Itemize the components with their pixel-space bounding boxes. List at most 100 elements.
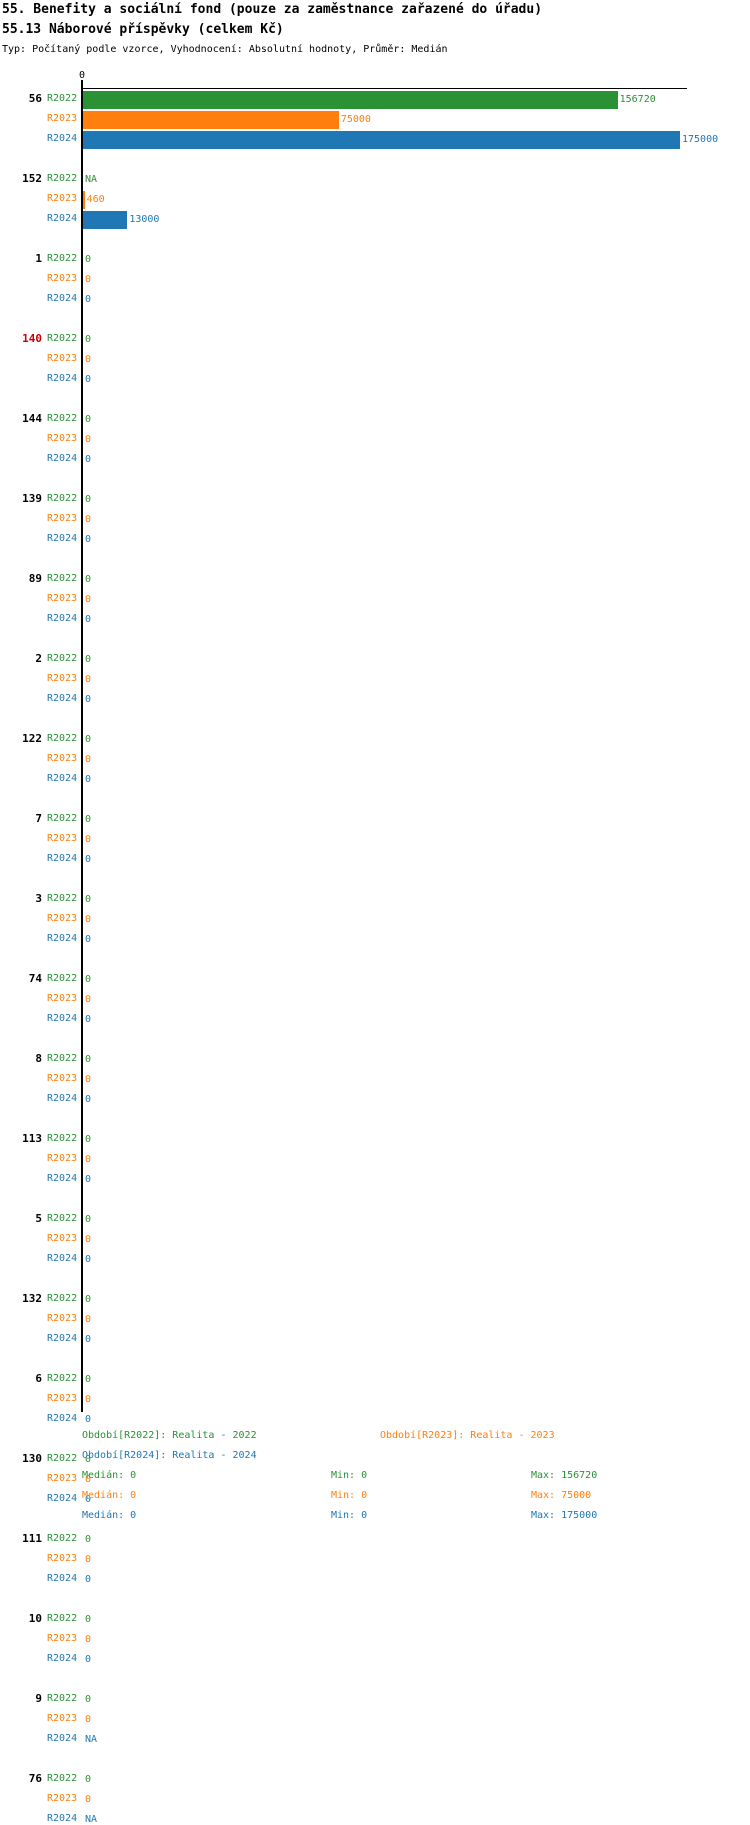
- series-label: R2022: [47, 93, 78, 104]
- bar-value-label: 0: [85, 1094, 92, 1105]
- series-label: R2024: [47, 213, 78, 224]
- bar-value-label: 0: [85, 1014, 92, 1025]
- group-label: 1: [35, 252, 42, 265]
- series-label: R2022: [47, 653, 78, 664]
- series-label: R2024: [47, 1493, 78, 1504]
- series-label: R2022: [47, 253, 78, 264]
- bar-value-label: 0: [85, 1174, 92, 1185]
- series-label: R2023: [47, 1393, 78, 1404]
- series-label: R2022: [47, 1373, 78, 1384]
- bar-value-label: 0: [85, 334, 92, 345]
- series-label: R2023: [47, 273, 78, 284]
- series-label: R2022: [47, 733, 78, 744]
- series-label: R2024: [47, 853, 78, 864]
- series-label: R2023: [47, 993, 78, 1004]
- series-label: R2024: [47, 293, 78, 304]
- series-label: R2022: [47, 493, 78, 504]
- bar-value-label: 75000: [340, 114, 371, 125]
- bar-value-label: 0: [85, 434, 92, 445]
- bar-value-label: 0: [85, 934, 92, 945]
- bar-value-label: 0: [85, 1294, 92, 1305]
- bar: [83, 191, 85, 209]
- bar-value-label: 0: [85, 1314, 92, 1325]
- bar: [83, 211, 128, 229]
- bar-value-label: 0: [85, 914, 92, 925]
- series-label: R2024: [47, 773, 78, 784]
- series-label: R2023: [47, 353, 78, 364]
- stat-median: Medián: 0: [82, 1490, 137, 1501]
- series-label: R2022: [47, 1053, 78, 1064]
- series-label: R2023: [47, 433, 78, 444]
- bar-value-label: 0: [85, 1374, 92, 1385]
- group-label: 113: [22, 1132, 42, 1145]
- bar-value-label: 0: [85, 814, 92, 825]
- group-label: 140: [22, 332, 42, 345]
- stat-median: Medián: 0: [82, 1470, 137, 1481]
- series-label: R2024: [47, 1573, 78, 1584]
- bar-value-label: 0: [85, 1474, 92, 1485]
- group-label: 152: [22, 172, 42, 185]
- bar-value-label: 0: [85, 614, 92, 625]
- series-label: R2022: [47, 1773, 78, 1784]
- bar-value-label: 175000: [682, 134, 719, 145]
- series-label: R2022: [47, 1293, 78, 1304]
- axis-vertical-line: [81, 84, 83, 1412]
- group-label: 139: [22, 492, 42, 505]
- series-label: R2024: [47, 1093, 78, 1104]
- bar-value-label: NA: [85, 1814, 98, 1825]
- bar-value-label: NA: [85, 1734, 98, 1745]
- group-label: 8: [35, 1052, 42, 1065]
- bar-value-label: 0: [85, 1794, 92, 1805]
- bar-value-label: 0: [85, 1234, 92, 1245]
- group-label: 130: [22, 1452, 42, 1465]
- bar-value-label: 13000: [129, 214, 160, 225]
- series-label: R2022: [47, 1613, 78, 1624]
- bar-value-label: 0: [85, 1454, 92, 1465]
- series-label: R2022: [47, 573, 78, 584]
- bar-value-label: 0: [85, 1614, 92, 1625]
- series-label: R2024: [47, 1013, 78, 1024]
- legend-entry: Období[R2023]: Realita - 2023: [380, 1430, 555, 1441]
- bar-value-label: 0: [85, 274, 92, 285]
- series-label: R2023: [47, 913, 78, 924]
- series-label: R2024: [47, 613, 78, 624]
- series-label: R2023: [47, 1153, 78, 1164]
- chart-title: 55. Benefity a sociální fond (pouze za z…: [2, 2, 543, 17]
- series-label: R2024: [47, 933, 78, 944]
- group-label: 5: [35, 1212, 42, 1225]
- bar-value-label: 156720: [619, 94, 656, 105]
- series-label: R2024: [47, 1413, 78, 1424]
- group-label: 7: [35, 812, 42, 825]
- bar-value-label: 0: [85, 1154, 92, 1165]
- bar-value-label: 0: [85, 1714, 92, 1725]
- bar-value-label: 0: [85, 1054, 92, 1065]
- series-label: R2022: [47, 333, 78, 344]
- bar-chart-plot: 0 5 6 R2022 156720 R2023 75000 R2024 175000 152 R…: [22, 70, 719, 1825]
- series-label: R2023: [47, 113, 78, 124]
- bar-value-label: 0: [85, 494, 92, 505]
- series-label: R2023: [47, 1553, 78, 1564]
- bar-value-label: 0: [85, 1394, 92, 1405]
- group-label: 122: [22, 732, 42, 745]
- series-label: R2022: [47, 1213, 78, 1224]
- bar: [83, 91, 618, 109]
- group-label: 74: [28, 972, 42, 985]
- series-label: R2024: [47, 1173, 78, 1184]
- bar-value-label: 0: [85, 774, 92, 785]
- legend-entry: Období[R2022]: Realita - 2022: [82, 1430, 257, 1441]
- bar-value-label: 0: [85, 534, 92, 545]
- series-label: R2023: [47, 1233, 78, 1244]
- group-label: 10: [28, 1612, 42, 1625]
- bar-value-label: 0: [85, 574, 92, 585]
- group-label: 6: [35, 1372, 42, 1385]
- bar-value-label: NA: [85, 174, 98, 185]
- bar: [83, 131, 680, 149]
- bar: [83, 111, 339, 129]
- stat-min: Min: 0: [331, 1470, 368, 1481]
- series-label: R2022: [47, 1133, 78, 1144]
- bar-value-label: 0: [85, 674, 92, 685]
- series-label: R2024: [47, 1253, 78, 1264]
- series-label: R2023: [47, 593, 78, 604]
- axis-top-line: [81, 88, 687, 89]
- series-label: R2023: [47, 513, 78, 524]
